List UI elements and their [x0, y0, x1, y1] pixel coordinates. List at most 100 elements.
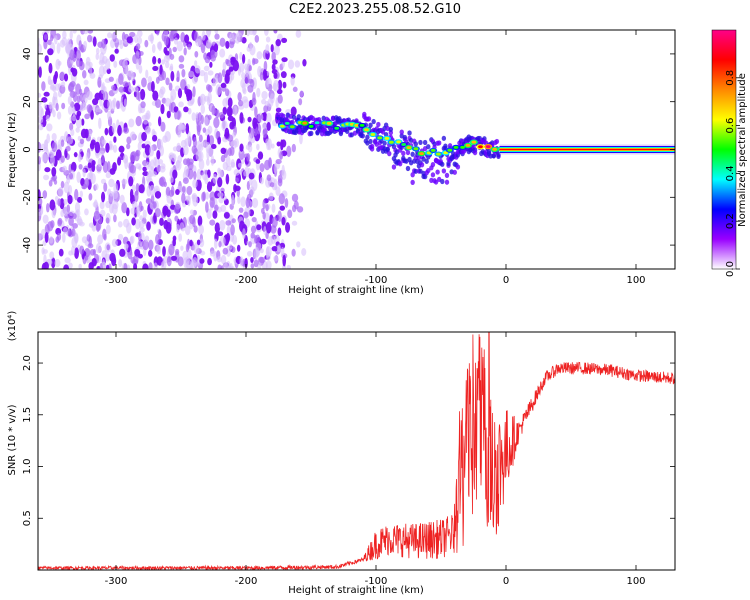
noise-blob [142, 239, 149, 251]
noise-blob [62, 30, 67, 39]
noise-blob [222, 97, 229, 108]
noise-blob [296, 241, 301, 248]
noise-blob [229, 33, 235, 42]
noise-blob [79, 221, 85, 227]
noise-blob [163, 181, 167, 188]
noise-blob [291, 220, 298, 226]
signal-halo [405, 149, 411, 156]
noise-blob [50, 79, 55, 90]
signal-halo [410, 172, 415, 178]
noise-blob [105, 217, 110, 224]
noise-blob [185, 243, 190, 253]
noise-blob [265, 43, 270, 54]
noise-blob [56, 111, 62, 120]
noise-blob [178, 233, 183, 242]
colorbar-gradient [711, 29, 737, 270]
noise-blob [92, 201, 99, 208]
noise-blob [160, 103, 165, 115]
noise-blob [173, 106, 179, 113]
noise-blob [175, 188, 180, 195]
noise-blob [44, 167, 51, 173]
noise-blob [169, 63, 174, 71]
noise-blob [113, 136, 117, 143]
noise-blob [113, 214, 117, 223]
noise-blob [83, 79, 89, 86]
noise-blob [205, 84, 211, 91]
noise-blob [48, 101, 53, 110]
noise-blob [111, 122, 116, 134]
noise-blob [103, 182, 108, 192]
noise-blob [241, 72, 246, 80]
noise-blob [50, 257, 56, 269]
noise-blob [129, 131, 136, 141]
signal-blob-core [354, 123, 360, 127]
signal-blob-core [388, 140, 394, 144]
noise-blob [220, 82, 227, 89]
noise-blob [237, 92, 242, 102]
noise-blob [175, 248, 180, 255]
colorbar-tick-label: 0.8 [725, 70, 736, 86]
noise-blob [51, 167, 57, 177]
signal-halo [418, 139, 423, 146]
noise-blob [126, 264, 131, 269]
noise-blob [128, 161, 134, 173]
noise-blob [281, 57, 288, 63]
noise-blob [255, 234, 261, 243]
noise-blob [256, 143, 260, 151]
noise-blob [109, 191, 114, 197]
noise-blob [119, 40, 124, 50]
noise-blob [84, 113, 90, 120]
noise-blob [72, 53, 77, 62]
noise-blob [250, 263, 255, 269]
noise-blob [150, 194, 155, 204]
noise-blob [175, 223, 180, 233]
noise-blob [126, 136, 132, 145]
spectrogram-x-ticks: -300 -200 -100 0 100 [105, 30, 646, 286]
noise-blob [214, 204, 219, 212]
noise-blob [224, 127, 230, 139]
noise-blob [187, 89, 193, 101]
noise-blob [147, 75, 153, 84]
noise-blob [118, 145, 125, 153]
signal-halo [402, 134, 408, 141]
noise-blob [249, 44, 256, 56]
noise-blob [220, 204, 227, 212]
noise-blob [49, 251, 55, 260]
noise-blob [129, 188, 134, 200]
noise-blob [205, 30, 212, 36]
noise-blob [214, 222, 221, 234]
signal-blob-core [370, 132, 376, 136]
noise-blob [275, 107, 282, 113]
noise-blob [186, 185, 193, 196]
noise-blob [119, 194, 125, 204]
noise-blob [65, 43, 71, 55]
signal-halo [444, 172, 450, 178]
noise-blob [186, 84, 191, 90]
noise-blob [259, 256, 266, 264]
signal-halo [410, 151, 415, 157]
noise-blob [228, 40, 235, 49]
noise-blob [276, 244, 281, 253]
noise-blob [273, 30, 278, 34]
noise-blob [67, 194, 73, 205]
noise-blob [43, 34, 48, 40]
noise-blob [47, 48, 54, 56]
noise-blob [262, 127, 268, 139]
noise-blob [108, 178, 115, 188]
noise-blob [229, 121, 235, 130]
noise-blob [46, 123, 53, 132]
signal-blob-core [314, 121, 320, 125]
noise-blob [233, 105, 238, 116]
noise-blob [92, 248, 97, 256]
noise-blob [252, 30, 256, 36]
noise-blob [144, 112, 150, 120]
noise-blob [69, 122, 74, 131]
noise-blob [232, 234, 238, 245]
noise-blob [50, 176, 57, 182]
noise-blob [168, 189, 175, 197]
noise-blob [176, 70, 180, 82]
noise-blob [69, 30, 73, 40]
noise-blob [216, 130, 221, 138]
noise-blob [102, 161, 109, 173]
noise-blob [241, 96, 248, 103]
